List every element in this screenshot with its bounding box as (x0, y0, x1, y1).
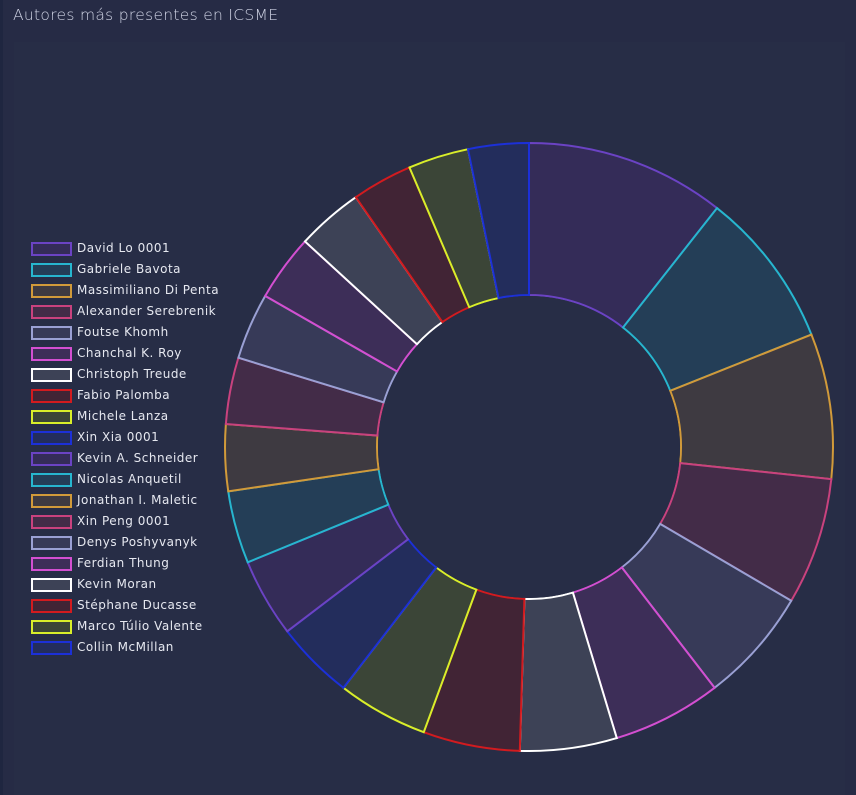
legend-item[interactable]: Xin Xia 0001 (29, 430, 229, 451)
legend-swatch (31, 599, 72, 613)
legend-item[interactable]: Kevin Moran (29, 577, 229, 598)
legend-item[interactable]: Collin McMillan (29, 640, 229, 661)
legend-label: Michele Lanza (77, 409, 169, 423)
legend-swatch (31, 473, 72, 487)
legend-swatch (31, 557, 72, 571)
legend-label: Marco Túlio Valente (77, 619, 203, 633)
legend-label: Chanchal K. Roy (77, 346, 182, 360)
legend-item[interactable]: Alexander Serebrenik (29, 304, 229, 325)
legend-label: Nicolas Anquetil (77, 472, 182, 486)
legend-label: Denys Poshyvanyk (77, 535, 198, 549)
legend-item[interactable]: David Lo 0001 (29, 241, 229, 262)
legend-swatch (31, 410, 72, 424)
legend-swatch (31, 641, 72, 655)
legend-label: David Lo 0001 (77, 241, 170, 255)
legend-swatch (31, 452, 72, 466)
legend-label: Kevin A. Schneider (77, 451, 198, 465)
legend-item[interactable]: Michele Lanza (29, 409, 229, 430)
legend-item[interactable]: Nicolas Anquetil (29, 472, 229, 493)
legend-label: Xin Xia 0001 (77, 430, 159, 444)
legend-label: Christoph Treude (77, 367, 187, 381)
legend-label: Alexander Serebrenik (77, 304, 216, 318)
legend-swatch (31, 515, 72, 529)
legend-swatch (31, 620, 72, 634)
legend-swatch (31, 578, 72, 592)
legend-label: Xin Peng 0001 (77, 514, 170, 528)
legend-item[interactable]: Ferdian Thung (29, 556, 229, 577)
legend-item[interactable]: Foutse Khomh (29, 325, 229, 346)
legend-item[interactable]: Marco Túlio Valente (29, 619, 229, 640)
legend-item[interactable]: Christoph Treude (29, 367, 229, 388)
legend-label: Kevin Moran (77, 577, 157, 591)
legend-item[interactable]: Gabriele Bavota (29, 262, 229, 283)
legend-item[interactable]: Denys Poshyvanyk (29, 535, 229, 556)
legend-swatch (31, 389, 72, 403)
legend-label: Foutse Khomh (77, 325, 169, 339)
legend-label: Jonathan I. Maletic (77, 493, 198, 507)
legend-swatch (31, 536, 72, 550)
legend-swatch (31, 284, 72, 298)
legend-item[interactable]: Chanchal K. Roy (29, 346, 229, 367)
legend-item[interactable]: Stéphane Ducasse (29, 598, 229, 619)
legend-label: Gabriele Bavota (77, 262, 181, 276)
legend-label: Stéphane Ducasse (77, 598, 197, 612)
legend-item[interactable]: Jonathan I. Maletic (29, 493, 229, 514)
legend-item[interactable]: Massimiliano Di Penta (29, 283, 229, 304)
legend-item[interactable]: Xin Peng 0001 (29, 514, 229, 535)
donut-hole (378, 296, 680, 598)
legend-label: Massimiliano Di Penta (77, 283, 219, 297)
chart-legend: David Lo 0001 Gabriele Bavota Massimiliano… (29, 241, 229, 661)
legend-swatch (31, 263, 72, 277)
legend-swatch (31, 368, 72, 382)
legend-label: Collin McMillan (77, 640, 174, 654)
legend-swatch (31, 347, 72, 361)
legend-swatch (31, 494, 72, 508)
legend-swatch (31, 326, 72, 340)
legend-label: Ferdian Thung (77, 556, 169, 570)
donut-slices (225, 143, 833, 751)
legend-item[interactable]: Kevin A. Schneider (29, 451, 229, 472)
legend-item[interactable]: Fabio Palomba (29, 388, 229, 409)
legend-swatch (31, 431, 72, 445)
legend-swatch (31, 305, 72, 319)
legend-label: Fabio Palomba (77, 388, 170, 402)
legend-swatch (31, 242, 72, 256)
